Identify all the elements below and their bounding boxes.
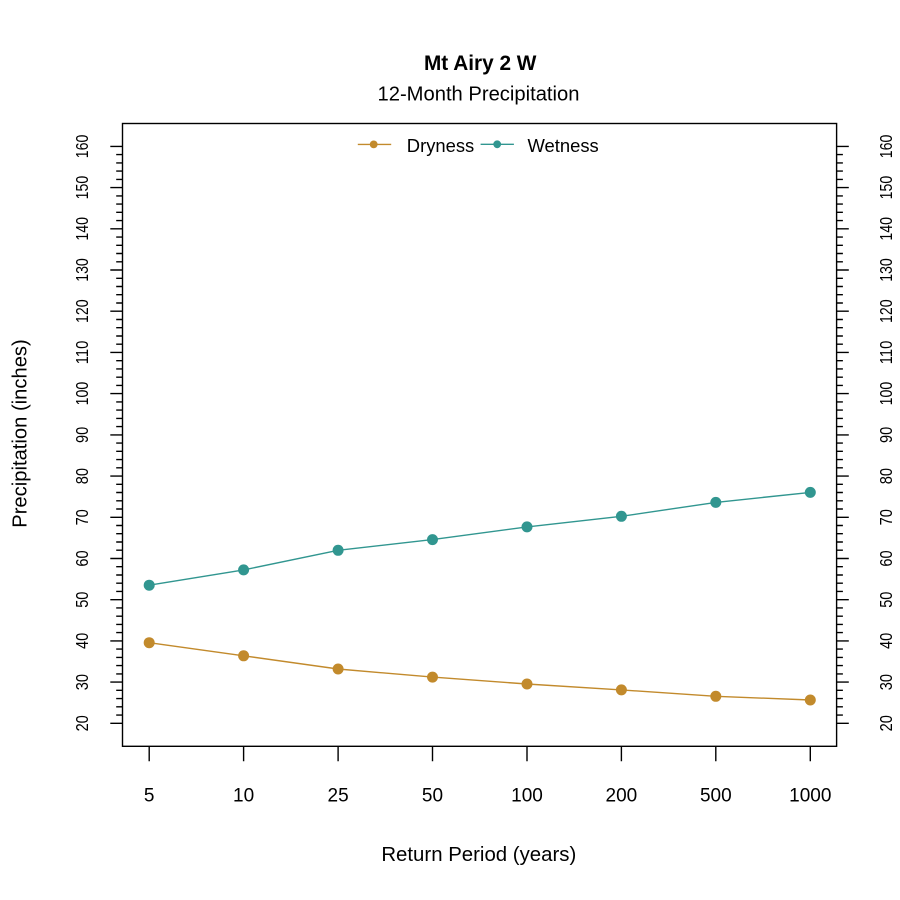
svg-text:40: 40 xyxy=(72,633,92,649)
svg-text:100: 100 xyxy=(511,786,543,807)
svg-text:70: 70 xyxy=(876,509,896,525)
svg-text:90: 90 xyxy=(876,427,896,443)
svg-text:140: 140 xyxy=(72,217,92,241)
svg-text:12-Month Precipitation: 12-Month Precipitation xyxy=(378,84,580,106)
svg-text:120: 120 xyxy=(876,299,896,323)
svg-text:50: 50 xyxy=(876,592,896,608)
svg-text:130: 130 xyxy=(72,258,92,282)
svg-text:Precipitation (inches): Precipitation (inches) xyxy=(10,339,32,528)
svg-text:Dryness: Dryness xyxy=(407,135,474,156)
svg-text:1000: 1000 xyxy=(789,786,831,807)
svg-text:150: 150 xyxy=(876,176,896,200)
svg-text:30: 30 xyxy=(876,674,896,690)
svg-text:150: 150 xyxy=(72,176,92,200)
svg-text:5: 5 xyxy=(144,786,155,807)
svg-text:50: 50 xyxy=(72,592,92,608)
svg-text:80: 80 xyxy=(876,468,896,484)
svg-text:110: 110 xyxy=(876,341,896,365)
svg-text:60: 60 xyxy=(876,550,896,566)
svg-text:50: 50 xyxy=(422,786,443,807)
svg-text:100: 100 xyxy=(72,382,92,406)
svg-text:Wetness: Wetness xyxy=(528,135,599,156)
svg-text:Return Period (years): Return Period (years) xyxy=(381,844,576,866)
svg-text:130: 130 xyxy=(876,258,896,282)
svg-text:100: 100 xyxy=(876,382,896,406)
svg-text:20: 20 xyxy=(72,715,92,731)
svg-text:80: 80 xyxy=(72,468,92,484)
svg-text:40: 40 xyxy=(876,633,896,649)
svg-text:500: 500 xyxy=(700,786,732,807)
svg-text:90: 90 xyxy=(72,427,92,443)
svg-text:160: 160 xyxy=(72,135,92,159)
svg-text:110: 110 xyxy=(72,341,92,365)
svg-text:25: 25 xyxy=(328,786,349,807)
svg-text:160: 160 xyxy=(876,135,896,159)
svg-text:10: 10 xyxy=(233,786,254,807)
svg-text:Mt Airy 2 W: Mt Airy 2 W xyxy=(424,52,537,75)
svg-text:60: 60 xyxy=(72,550,92,566)
svg-text:70: 70 xyxy=(72,509,92,525)
svg-text:20: 20 xyxy=(876,715,896,731)
svg-text:140: 140 xyxy=(876,217,896,241)
svg-text:30: 30 xyxy=(72,674,92,690)
svg-text:120: 120 xyxy=(72,299,92,323)
svg-text:200: 200 xyxy=(606,786,638,807)
